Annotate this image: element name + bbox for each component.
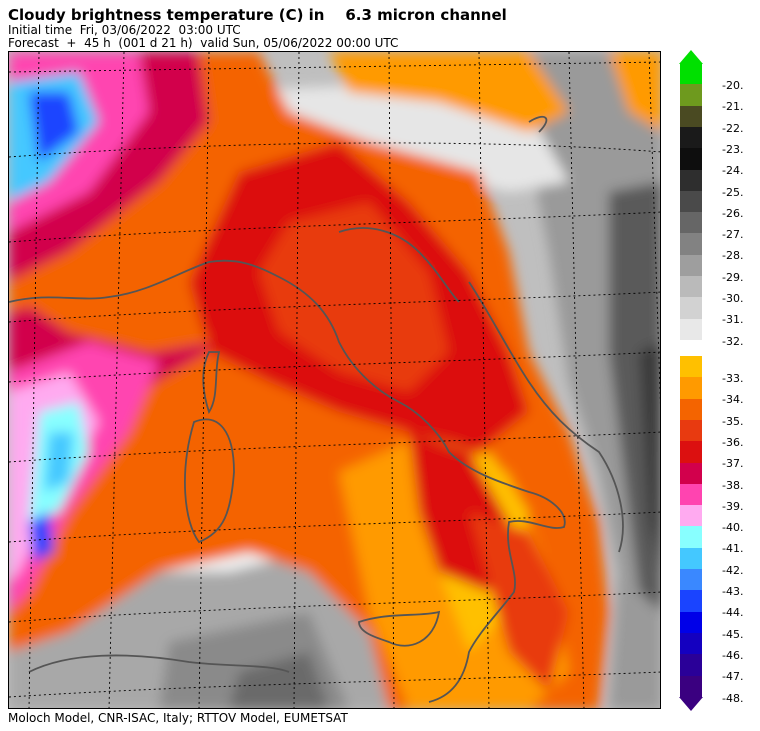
legend-swatch <box>680 212 702 234</box>
legend-swatch <box>680 233 702 256</box>
temperature-field <box>9 52 660 708</box>
legend-swatch <box>680 254 702 277</box>
legend-lower-arrow-icon <box>679 696 703 711</box>
legend-swatch <box>680 318 702 341</box>
coastline-overlay <box>9 115 624 703</box>
legend-swatch <box>680 297 702 320</box>
legend-label: -20. <box>722 79 744 92</box>
brightness-temperature-map <box>8 51 661 709</box>
legend-label: -23. <box>722 142 744 156</box>
legend-label: -44. <box>722 606 744 620</box>
legend-label: -42. <box>722 563 744 577</box>
legend-swatch <box>680 63 702 85</box>
legend-label: -22. <box>722 121 744 135</box>
model-credit-footer: Moloch Model, CNR-ISAC, Italy; RTTOV Mod… <box>8 711 348 725</box>
legend-swatch <box>680 84 702 107</box>
legend-label: -28. <box>722 249 744 263</box>
legend-label: -38. <box>722 478 744 492</box>
legend-label: -35. <box>722 414 744 428</box>
legend-swatch <box>680 505 702 527</box>
legend-label: -43. <box>722 585 744 598</box>
legend-swatch <box>680 419 702 442</box>
legend-swatch <box>680 483 702 506</box>
legend-label: -26. <box>722 206 744 220</box>
legend-label: -46. <box>722 648 744 662</box>
legend-swatch <box>680 569 702 591</box>
legend-label: -29. <box>722 270 744 284</box>
legend-label: -47. <box>722 670 744 684</box>
legend-label: -39. <box>722 499 744 513</box>
legend-swatch <box>680 590 702 613</box>
color-scale-legend: -20. -21. -22. -23. -24. -25. -26. -27. -28. -29.… <box>676 50 760 711</box>
legend-label: -37. <box>722 457 744 471</box>
lat-lon-graticule <box>9 52 660 708</box>
legend-label: -36. <box>722 435 744 449</box>
legend-label: -27. <box>722 228 744 242</box>
legend-label: -48. <box>722 691 744 705</box>
legend-swatch <box>680 611 702 634</box>
legend-label: -34. <box>722 393 744 407</box>
legend-swatch <box>680 169 702 192</box>
legend-upper-arrow-icon <box>679 50 703 64</box>
legend-swatch <box>680 654 702 676</box>
legend-swatch <box>680 377 702 400</box>
legend-label: -32. <box>722 334 744 348</box>
legend-label: -21. <box>722 100 744 114</box>
legend-swatch <box>680 675 702 698</box>
legend-swatch <box>680 126 702 149</box>
legend-swatch <box>680 441 702 463</box>
legend-label: -40. <box>722 521 744 535</box>
legend-label: -33. <box>722 372 744 385</box>
legend-swatch <box>680 462 702 485</box>
legend-swatch <box>680 276 702 298</box>
legend-swatch <box>680 398 702 421</box>
legend-swatch <box>680 547 702 570</box>
legend-swatch <box>680 526 702 549</box>
legend-swatch <box>680 148 702 170</box>
legend-swatch <box>680 105 702 128</box>
forecast-valid-label: Forecast + 45 h (001 d 21 h) valid Sun, … <box>8 36 399 50</box>
legend-label: -45. <box>722 627 744 641</box>
initial-time-label: Initial time Fri, 03/06/2022 03:00 UTC <box>8 23 241 37</box>
legend-label: -30. <box>722 292 744 305</box>
legend-label: -24. <box>722 164 744 178</box>
legend-swatch <box>680 190 702 213</box>
legend-label: -41. <box>722 542 744 556</box>
legend-swatch <box>680 632 702 655</box>
legend-label: -31. <box>722 313 744 327</box>
map-title: Cloudy brightness temperature (C) in 6.3… <box>8 6 507 24</box>
legend-label: -25. <box>722 185 744 199</box>
legend-swatch <box>680 356 702 378</box>
